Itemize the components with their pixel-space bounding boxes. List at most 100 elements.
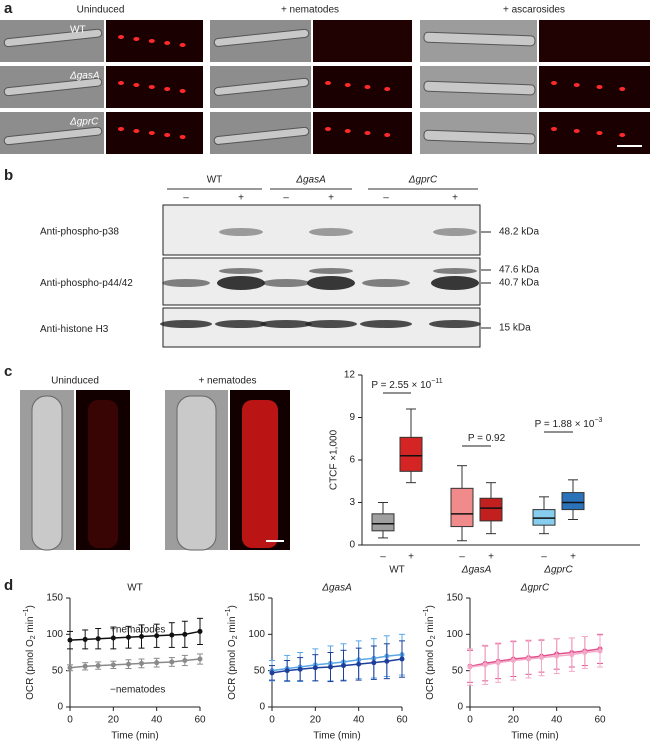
- size-label: 47.6 kDa: [499, 265, 539, 276]
- nucleus-spot: [164, 133, 171, 137]
- point: [67, 665, 73, 671]
- antibody-label: Anti-histone H3: [40, 324, 109, 335]
- group-label: ΔgprC: [543, 565, 573, 576]
- chart-title: ΔgasA: [321, 583, 352, 594]
- hypha: [176, 395, 217, 551]
- y-tick-label: 12: [344, 370, 356, 381]
- y-axis-label: OCR (pmol O2 min−1): [225, 605, 239, 700]
- x-tick-label: 60: [194, 715, 206, 726]
- point: [597, 648, 603, 654]
- y-axis-label: OCR (pmol O2 min−1): [23, 605, 37, 700]
- point: [182, 631, 188, 637]
- column-header: Uninduced: [51, 376, 99, 387]
- y-tick-label: 150: [46, 593, 63, 604]
- y-axis-label-part: OCR (pmol O: [227, 639, 238, 700]
- point: [495, 660, 501, 666]
- point: [399, 656, 405, 662]
- box: [561, 492, 585, 511]
- point: [467, 664, 473, 670]
- hypha: [213, 126, 310, 145]
- panel-label: a: [4, 0, 13, 17]
- p-value: P = 0.92: [468, 433, 506, 444]
- band: [429, 320, 481, 328]
- group-label: ΔgprC: [408, 175, 438, 186]
- series-line: [271, 653, 403, 672]
- row-label: ΔgasA: [69, 71, 100, 82]
- band: [260, 320, 312, 328]
- band: [433, 228, 477, 236]
- band: [431, 276, 479, 290]
- antibody-label: Anti-phospho-p38: [40, 227, 119, 238]
- nucleus-spot: [118, 127, 124, 131]
- point: [582, 650, 588, 655]
- x-tick-label: 40: [551, 715, 563, 726]
- point: [297, 666, 303, 672]
- box: [399, 436, 423, 472]
- x-tick-label: 0: [467, 715, 473, 726]
- nucleus-spot: [619, 133, 626, 137]
- point: [67, 637, 73, 643]
- nucleus-spot: [148, 39, 155, 43]
- fluorescence-image: [313, 66, 412, 108]
- y-tick-label: 0: [349, 540, 355, 551]
- column-header: + ascarosides: [503, 5, 565, 16]
- series-line: [469, 648, 601, 668]
- point: [526, 656, 531, 662]
- band: [219, 268, 263, 274]
- box: [450, 487, 474, 528]
- nucleus-spot: [596, 131, 603, 135]
- point: [154, 633, 160, 639]
- point: [169, 659, 175, 665]
- y-axis-label-part: OCR (pmol O: [25, 639, 36, 700]
- point: [371, 660, 377, 666]
- band: [309, 228, 353, 236]
- y-axis-label-part: −1: [23, 608, 30, 616]
- fluorescence-image: [539, 112, 650, 154]
- antibody-label: Anti-phospho-p44/42: [40, 278, 133, 289]
- y-tick-label: 100: [248, 629, 265, 640]
- p-value: P = 2.55 × 10−11: [371, 378, 442, 391]
- nucleus-spot: [344, 129, 351, 133]
- fluorescence-signal: [242, 400, 278, 548]
- y-tick-label: 50: [254, 665, 266, 676]
- x-tick-label: 60: [396, 715, 408, 726]
- p-value: P = 1.88 × 10−3: [535, 417, 603, 430]
- series-line: [469, 650, 601, 668]
- point: [110, 662, 116, 668]
- hypha: [3, 126, 103, 146]
- box: [371, 513, 395, 532]
- point: [554, 653, 560, 659]
- nucleus-spot: [573, 129, 580, 133]
- x-tick-label: +: [570, 552, 576, 563]
- band: [362, 279, 410, 287]
- point: [82, 663, 88, 669]
- series-line: [69, 630, 201, 641]
- y-axis-label: CTCF ×1,000: [329, 429, 340, 490]
- point: [197, 656, 203, 662]
- y-tick-label: 9: [349, 412, 355, 423]
- y-tick-label: 3: [349, 497, 355, 508]
- y-axis-label-part: ): [227, 605, 238, 608]
- size-label: 48.2 kDa: [499, 227, 539, 238]
- hypha: [3, 28, 103, 48]
- fluorescence-signal: [88, 400, 118, 548]
- y-axis-label-part: ): [25, 605, 36, 608]
- y-axis-label-part: −1: [423, 608, 430, 616]
- point: [569, 652, 575, 658]
- y-axis-label-part: 2: [430, 635, 437, 639]
- column-header: + nematodes: [281, 5, 339, 16]
- point: [110, 635, 116, 641]
- y-tick-label: 50: [52, 665, 64, 676]
- nucleus-spot: [164, 41, 171, 45]
- x-tick-label: 40: [151, 715, 163, 726]
- x-tick-label: –: [459, 552, 465, 563]
- hypha: [213, 28, 310, 47]
- x-axis-label: Time (min): [313, 731, 360, 742]
- band: [215, 320, 267, 328]
- point: [95, 636, 101, 642]
- y-axis-label-part: ): [425, 605, 436, 608]
- y-tick-label: 100: [46, 629, 63, 640]
- nucleus-spot: [133, 129, 140, 133]
